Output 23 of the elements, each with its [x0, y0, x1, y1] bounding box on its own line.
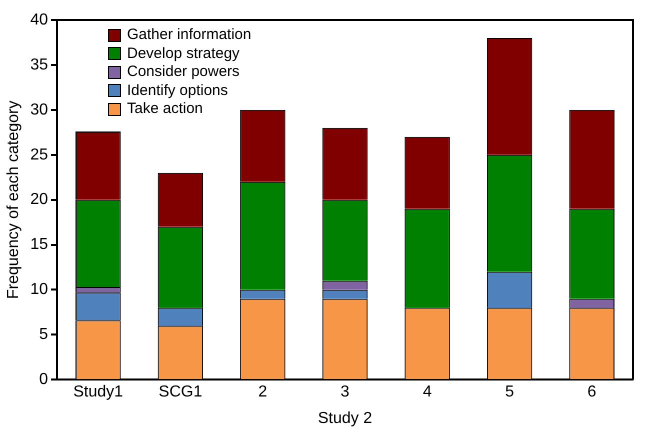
legend-label: Identify options [127, 82, 228, 100]
x-tick-label: Study1 [73, 384, 124, 401]
y-tick-label: 30 [30, 101, 48, 118]
x-tick-label: 6 [587, 384, 596, 401]
y-tick-label: 35 [30, 56, 48, 74]
x-tick-label: SCG1 [158, 384, 202, 401]
y-tick-label: 15 [30, 236, 48, 254]
y-tick-label: 5 [39, 326, 48, 344]
y-tick-label: 10 [30, 281, 48, 298]
y-tick-label: 20 [30, 191, 48, 208]
legend-label: Develop strategy [127, 44, 240, 63]
x-axis-title: Study 2 [318, 410, 372, 427]
y-tick-label: 25 [30, 146, 48, 164]
y-axis-title: Frequency of each category [5, 100, 22, 299]
legend-label: Consider powers [127, 63, 240, 82]
x-tick-label: 3 [340, 384, 350, 401]
x-tick-label: 4 [422, 384, 432, 401]
legend-label: Take action [127, 100, 203, 118]
x-tick-label: 2 [258, 384, 268, 401]
y-tick-label: 0 [39, 371, 48, 388]
y-tick-label: 40 [30, 11, 48, 28]
x-tick-label: 5 [505, 384, 514, 401]
legend-label: Gather information [127, 26, 252, 44]
